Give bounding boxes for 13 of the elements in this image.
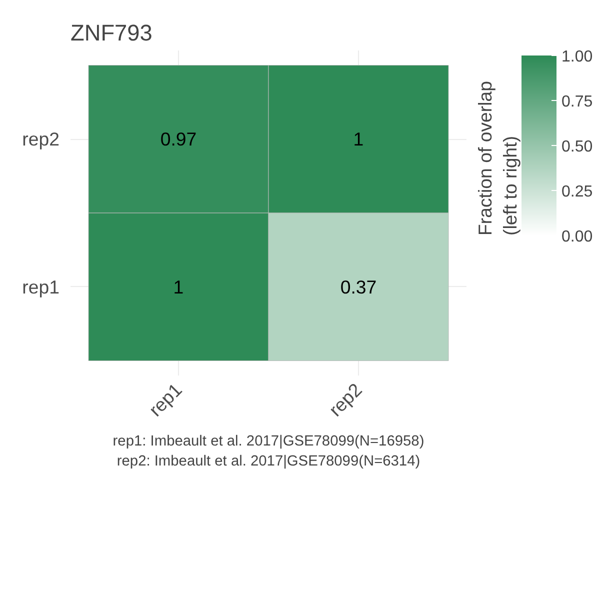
data-label: 1 xyxy=(353,128,364,150)
color-bar-label: 0.75 xyxy=(562,94,593,110)
color-bar-label: 1.00 xyxy=(562,48,593,66)
color-bar-label: 0.00 xyxy=(562,228,593,246)
data-label: 1 xyxy=(173,276,184,298)
data-label: 0.97 xyxy=(160,128,197,150)
data-label: 0.37 xyxy=(340,276,377,298)
text: rep2: Imbeault et al. 2017|GSE78099(N=6314) xyxy=(116,454,420,470)
color-bar-label: 0.50 xyxy=(562,138,593,156)
text: rep1: Imbeault et al. 2017|GSE78099(N=16958) xyxy=(112,434,424,450)
color-bar-label: 0.25 xyxy=(562,184,593,200)
chart-title: ZNF793 xyxy=(70,20,152,46)
color-bar-title: Fraction of overlap (left to right) xyxy=(474,80,520,236)
